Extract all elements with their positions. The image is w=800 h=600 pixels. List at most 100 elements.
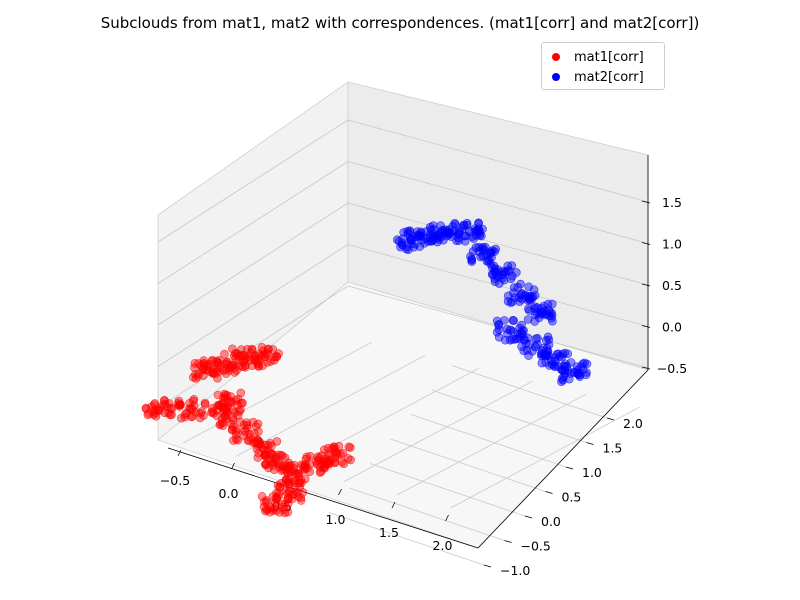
point-halo-2-7-9 — [534, 313, 544, 323]
point-halo-2-11-23 — [582, 359, 592, 369]
point-halo-2-11-4 — [557, 377, 566, 386]
x-gridline-5 — [450, 406, 640, 509]
x-tick-label-0: −0.5 — [160, 473, 190, 488]
point-halo-1-3-23 — [258, 346, 268, 356]
point-halo-2-6-24 — [525, 294, 535, 303]
point-halo-1-15-14 — [274, 489, 283, 498]
point-halo-1-3-18 — [262, 349, 271, 359]
point-halo-1-12-25 — [315, 453, 324, 463]
point-halo-2-8-23 — [515, 323, 524, 333]
point-halo-2-3-20 — [472, 225, 482, 235]
point-halo-1-15-18 — [262, 505, 271, 515]
point-halo-1-10-7 — [276, 450, 286, 460]
point-halo-1-13-22 — [329, 442, 339, 452]
point-halo-2-3-17 — [462, 220, 472, 230]
z-gridline-back-3 — [157, 161, 349, 284]
point-halo-2-4-18 — [471, 243, 481, 252]
point-halo-1-10-22 — [266, 449, 275, 458]
point-halo-1-3-24 — [256, 351, 266, 361]
y-tick-1 — [504, 540, 512, 543]
point-halo-1-11-15 — [289, 464, 299, 473]
point-halo-1-15-17 — [261, 506, 270, 516]
z-gridline-right-1 — [347, 244, 649, 327]
point-halo-2-7-17 — [524, 304, 533, 314]
point-halo-1-11-23 — [290, 460, 299, 470]
point-halo-1-7-16 — [160, 396, 169, 405]
y-gridline-0 — [328, 512, 485, 566]
point-halo-1-8-16 — [242, 418, 252, 427]
point-halo-1-8-8 — [248, 417, 258, 427]
point-halo-1-3-21 — [270, 352, 279, 362]
point-halo-1-12-13 — [301, 454, 311, 464]
point-halo-1-0-10 — [189, 373, 198, 382]
series-1 — [141, 343, 355, 518]
point-halo-2-2-22 — [450, 220, 460, 229]
point-halo-1-6-23 — [197, 407, 206, 416]
point-halo-1-14-12 — [276, 478, 286, 488]
point-halo-1-13-20 — [346, 443, 355, 452]
point-halo-1-4-11 — [236, 405, 245, 415]
point-halo-2-10-6 — [537, 358, 547, 368]
point-halo-1-3-6 — [270, 355, 279, 365]
z-tick-label-4: 1.5 — [662, 195, 682, 210]
point-halo-1-12-5 — [305, 467, 315, 477]
y-tick-label-0: −1.0 — [500, 563, 530, 578]
axis-lines — [167, 155, 649, 549]
x-tick-5 — [445, 514, 449, 522]
point-halo-2-5-16 — [506, 274, 516, 284]
point-halo-2-6-7 — [508, 297, 517, 307]
z-tick-1 — [641, 325, 651, 328]
point-halo-1-7-23 — [143, 410, 153, 420]
z-gridline-back-4 — [157, 119, 349, 243]
point-halo-1-10-20 — [261, 460, 271, 470]
point-halo-2-9-11 — [517, 342, 526, 351]
point-halo-1-2-25 — [241, 362, 250, 372]
x-axis-line — [167, 447, 479, 549]
x-tick-0 — [177, 449, 182, 457]
point-halo-2-4-23 — [491, 244, 500, 254]
point-halo-2-7-20 — [547, 311, 557, 320]
point-halo-1-14-4 — [295, 482, 305, 492]
x-tick-3 — [338, 488, 342, 496]
point-halo-1-5-22 — [218, 421, 228, 430]
point-halo-2-5-21 — [487, 263, 497, 272]
point-halo-1-5-20 — [219, 403, 229, 412]
point-halo-1-8-25 — [239, 431, 249, 440]
z-gridline-right-0 — [347, 285, 649, 369]
point-halo-1-5-25 — [217, 414, 227, 424]
point-halo-1-1-23 — [220, 349, 229, 359]
point-halo-2-4-24 — [486, 247, 495, 257]
point-halo-2-5-17 — [508, 271, 517, 281]
z-tick-4 — [641, 200, 651, 204]
y-tick-4 — [565, 466, 574, 470]
point-halo-1-14-14 — [284, 479, 293, 489]
point-halo-1-9-25 — [254, 436, 263, 446]
chart-title: Subclouds from mat1, mat2 with correspon… — [100, 14, 700, 32]
y-tick-6 — [606, 417, 615, 421]
point-halo-1-0-23 — [194, 359, 203, 368]
point-halo-1-2-18 — [229, 361, 238, 370]
point-halo-1-4-18 — [220, 389, 229, 399]
point-halo-2-7-16 — [537, 304, 547, 313]
y-tick-label-3: 0.5 — [562, 490, 582, 505]
point-halo-1-1-25 — [208, 355, 217, 365]
legend-label-2: mat2[corr] — [574, 69, 644, 85]
point-halo-2-11-17 — [564, 374, 574, 384]
point-halo-2-5-24 — [490, 277, 500, 286]
point-halo-2-7-25 — [530, 317, 540, 326]
y-gridline-1 — [349, 487, 505, 541]
point-halo-1-4-20 — [233, 400, 243, 410]
point-halo-2-7-19 — [547, 299, 557, 309]
point-halo-2-8-10 — [508, 316, 518, 325]
y-gridline-3 — [390, 438, 546, 492]
series-2 — [392, 218, 592, 386]
point-halo-2-6-16 — [503, 297, 513, 306]
point-halo-1-8-2 — [239, 420, 249, 430]
point-halo-1-9-18 — [272, 437, 282, 446]
point-halo-1-6-21 — [181, 410, 190, 419]
legend-label-1: mat1[corr] — [574, 49, 644, 65]
point-halo-2-10-22 — [545, 361, 554, 370]
z-gridline-right-3 — [347, 161, 649, 244]
point-halo-1-8-19 — [254, 427, 263, 436]
